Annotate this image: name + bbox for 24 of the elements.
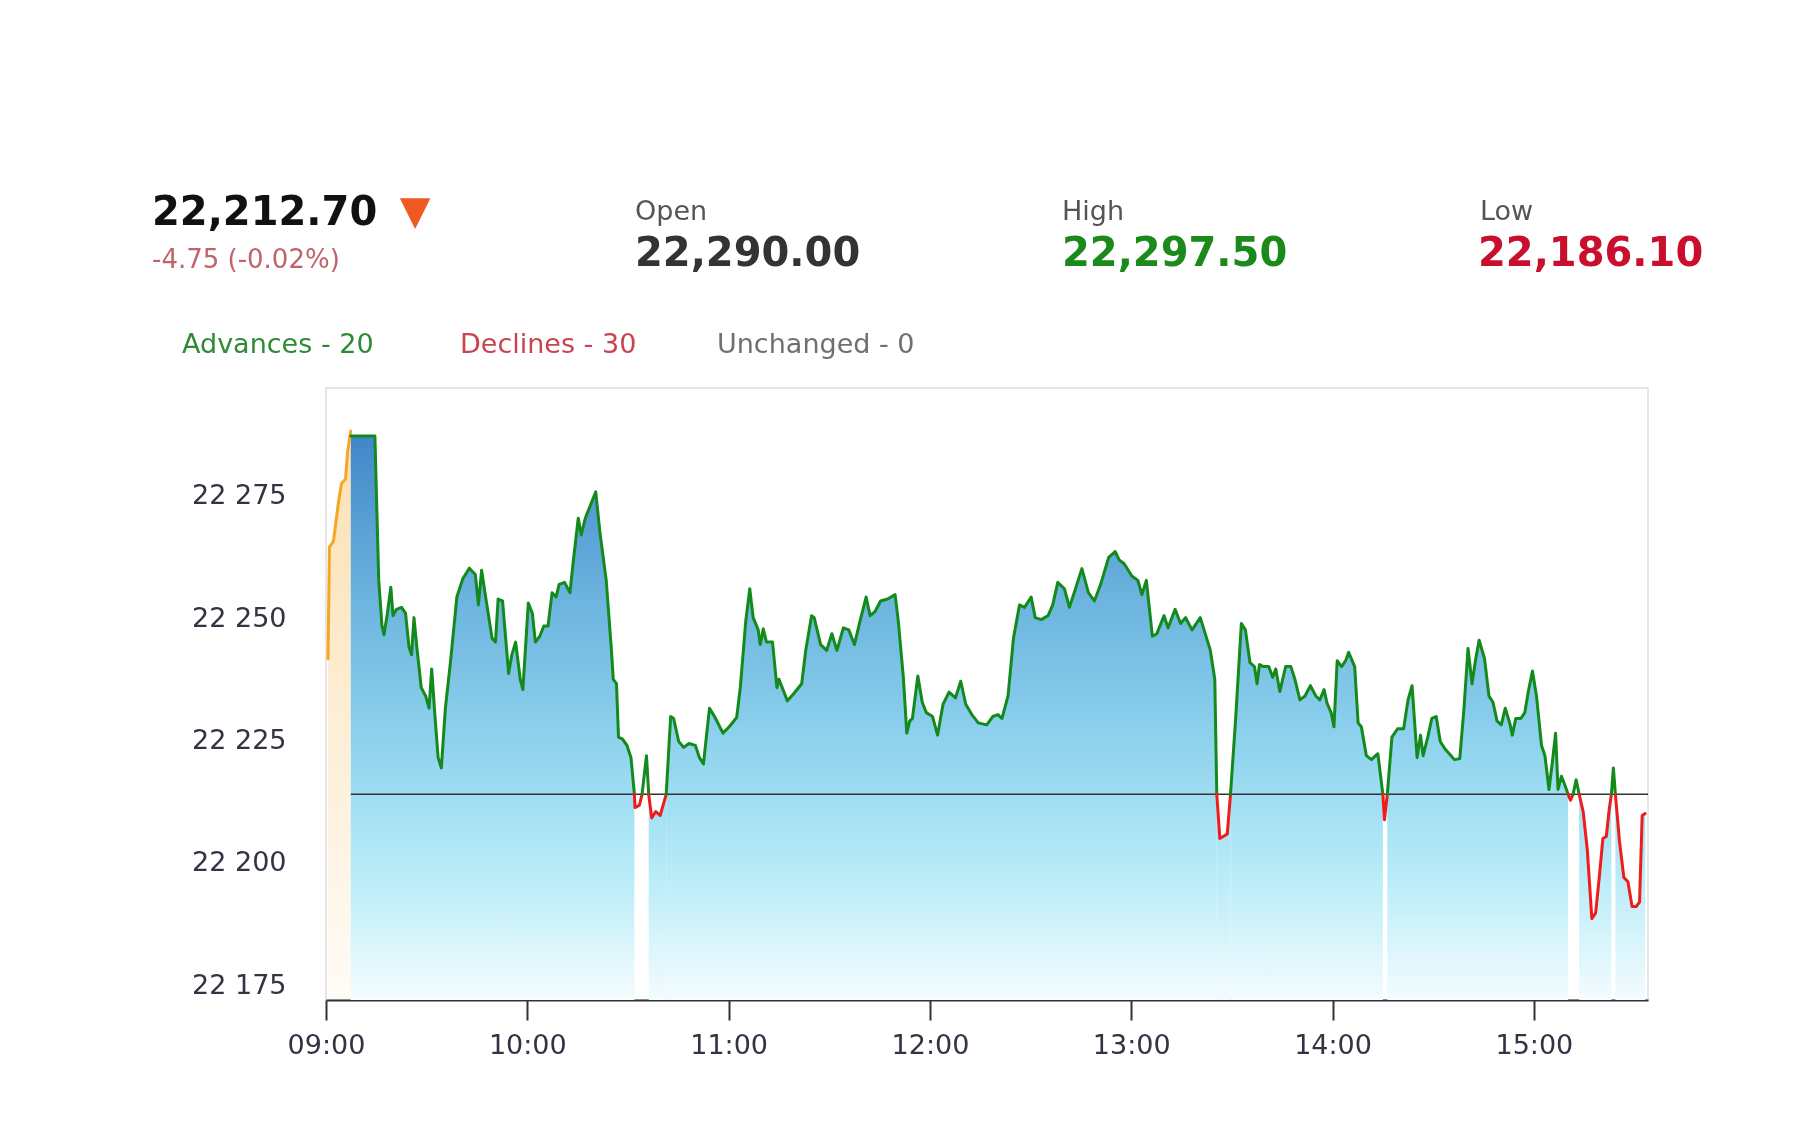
y-tick-label: 22 275 <box>192 479 287 511</box>
x-tick-label: 12:00 <box>891 1028 970 1060</box>
text: ▼ <box>399 187 431 233</box>
chart-title: 22,212.70 <box>152 188 378 234</box>
text: Advances - 20 <box>182 328 374 359</box>
y-tick-label: 22 175 <box>192 968 287 1000</box>
x-tick-label: 14:00 <box>1294 1028 1372 1060</box>
y-tick-label: 22 200 <box>192 846 287 878</box>
chart-subtitle: -4.75 (-0.02%) <box>152 244 340 274</box>
x-tick-label: 10:00 <box>488 1028 567 1060</box>
x-tick-label: 09:00 <box>287 1028 366 1060</box>
text: Unchanged - 0 <box>717 328 915 359</box>
text: Declines - 30 <box>460 328 637 359</box>
text: 22,297.50 <box>1062 229 1288 275</box>
x-tick-label: 11:00 <box>690 1028 769 1060</box>
text: Open <box>635 195 708 226</box>
text: 22,290.00 <box>635 229 861 275</box>
text: High <box>1062 195 1125 226</box>
x-tick-label: 13:00 <box>1092 1028 1171 1060</box>
y-tick-label: 22 250 <box>192 601 287 633</box>
text: Low <box>1480 195 1534 226</box>
text: 22,186.10 <box>1478 229 1704 275</box>
y-tick-label: 22 225 <box>192 724 287 756</box>
x-tick-label: 15:00 <box>1495 1028 1574 1060</box>
